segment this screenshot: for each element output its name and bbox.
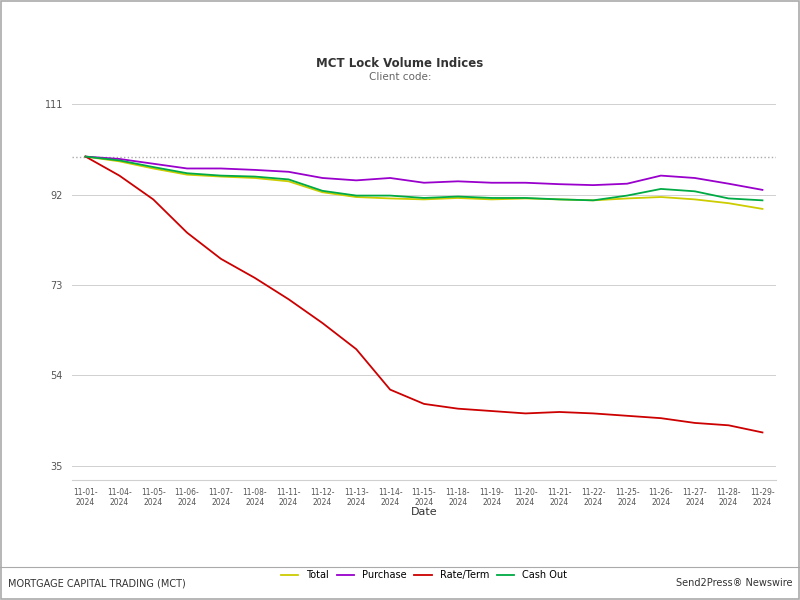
Rate/Term xyxy=(318,319,327,326)
Total xyxy=(284,178,294,185)
Rate/Term xyxy=(589,410,598,417)
Purchase xyxy=(114,155,124,163)
Rate/Term xyxy=(81,153,90,160)
Total xyxy=(487,196,497,203)
Rate/Term xyxy=(419,400,429,407)
Rate/Term xyxy=(216,255,226,262)
Rate/Term xyxy=(386,386,395,393)
Cash Out xyxy=(351,192,361,199)
Rate/Term xyxy=(284,296,294,303)
Total xyxy=(622,195,632,202)
Cash Out xyxy=(386,192,395,199)
Cash Out xyxy=(589,197,598,204)
Rate/Term xyxy=(521,410,530,417)
Text: Client code:: Client code: xyxy=(369,72,431,82)
Text: MCT Lock Volume Indices: MCT Lock Volume Indices xyxy=(316,57,484,70)
Rate/Term xyxy=(351,346,361,353)
Total xyxy=(351,193,361,200)
Purchase xyxy=(284,168,294,175)
Text: Send2Press® Newswire: Send2Press® Newswire xyxy=(675,578,792,588)
Rate/Term xyxy=(724,422,734,429)
Purchase xyxy=(351,177,361,184)
Line: Purchase: Purchase xyxy=(86,157,762,190)
Total xyxy=(216,173,226,180)
Rate/Term xyxy=(656,415,666,422)
Cash Out xyxy=(622,192,632,199)
Total xyxy=(724,200,734,207)
Rate/Term xyxy=(114,172,124,179)
Purchase xyxy=(453,178,462,185)
Rate/Term xyxy=(690,419,699,427)
Total xyxy=(419,196,429,203)
Rate/Term xyxy=(182,229,192,236)
Total xyxy=(149,165,158,172)
Cash Out xyxy=(656,185,666,193)
Line: Total: Total xyxy=(86,157,762,209)
Cash Out xyxy=(690,188,699,195)
Total xyxy=(81,153,90,160)
Cash Out xyxy=(521,194,530,202)
Purchase xyxy=(487,179,497,187)
Cash Out xyxy=(487,194,497,202)
Total xyxy=(318,188,327,196)
Cash Out xyxy=(554,196,564,203)
Cash Out xyxy=(453,193,462,200)
Total xyxy=(386,195,395,202)
Rate/Term xyxy=(758,429,767,436)
Cash Out xyxy=(318,187,327,194)
Rate/Term xyxy=(622,412,632,419)
Total xyxy=(758,205,767,212)
Purchase xyxy=(521,179,530,187)
Text: Date: Date xyxy=(410,507,438,517)
Cash Out xyxy=(250,173,259,180)
Purchase xyxy=(250,166,259,173)
Cash Out xyxy=(724,195,734,202)
Purchase xyxy=(724,180,734,187)
Total xyxy=(690,196,699,203)
Total xyxy=(114,158,124,165)
Purchase xyxy=(386,175,395,182)
Line: Cash Out: Cash Out xyxy=(86,157,762,200)
Total xyxy=(182,171,192,178)
Cash Out xyxy=(216,172,226,179)
Total xyxy=(250,175,259,182)
Purchase xyxy=(622,180,632,187)
Purchase xyxy=(419,179,429,187)
Purchase xyxy=(589,182,598,189)
Cash Out xyxy=(114,157,124,164)
Rate/Term xyxy=(487,407,497,415)
Purchase xyxy=(656,172,666,179)
Text: MORTGAGE CAPITAL TRADING (MCT): MORTGAGE CAPITAL TRADING (MCT) xyxy=(8,578,186,588)
Legend: Total, Purchase, Rate/Term, Cash Out: Total, Purchase, Rate/Term, Cash Out xyxy=(281,571,567,580)
Cash Out xyxy=(758,197,767,204)
Purchase xyxy=(216,165,226,172)
Purchase xyxy=(554,181,564,188)
Rate/Term xyxy=(554,409,564,416)
Rate/Term xyxy=(453,405,462,412)
Purchase xyxy=(149,160,158,167)
Total xyxy=(656,193,666,200)
Total xyxy=(589,197,598,204)
Total xyxy=(521,195,530,202)
Purchase xyxy=(758,186,767,193)
Purchase xyxy=(81,153,90,160)
Cash Out xyxy=(182,170,192,177)
Purchase xyxy=(182,165,192,172)
Purchase xyxy=(690,175,699,182)
Total xyxy=(554,196,564,203)
Rate/Term xyxy=(250,274,259,281)
Line: Rate/Term: Rate/Term xyxy=(86,157,762,433)
Cash Out xyxy=(419,194,429,202)
Rate/Term xyxy=(149,196,158,203)
Purchase xyxy=(318,175,327,182)
Total xyxy=(453,194,462,202)
Cash Out xyxy=(81,153,90,160)
Cash Out xyxy=(149,163,158,170)
Cash Out xyxy=(284,176,294,183)
